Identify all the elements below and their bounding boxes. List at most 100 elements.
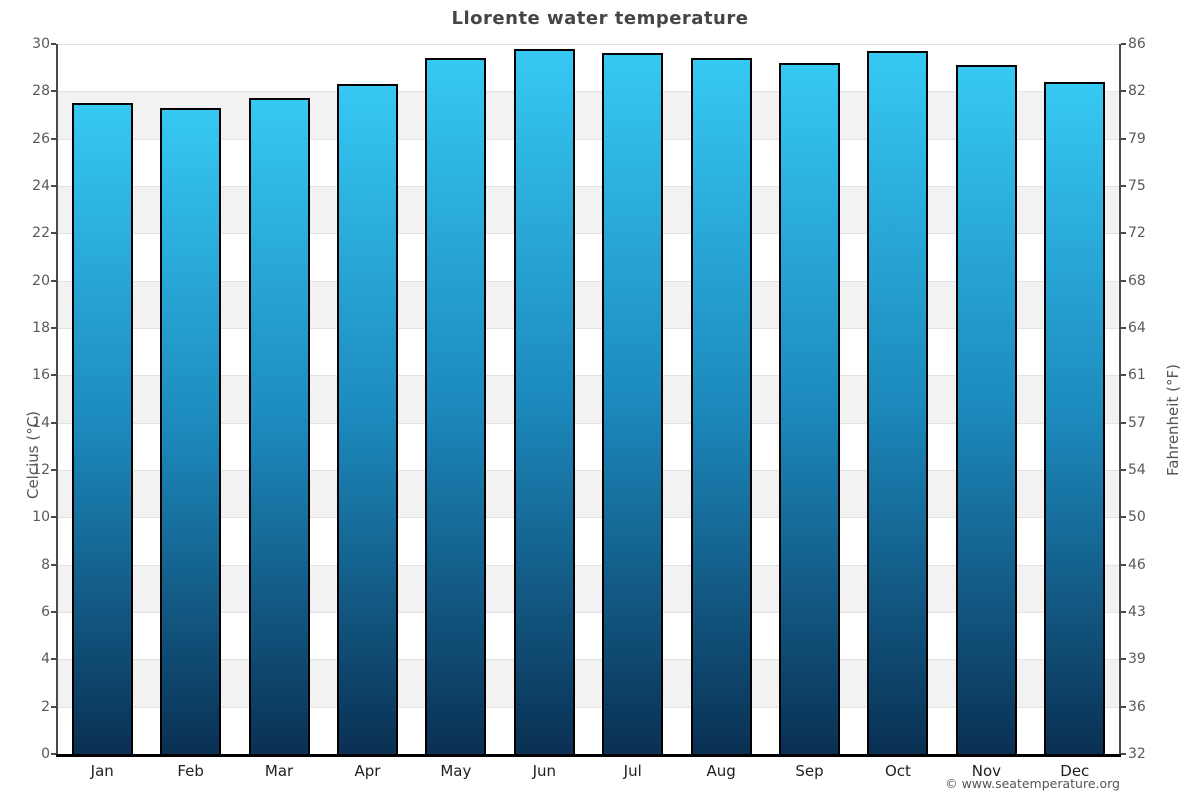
x-tick-label-nov: Nov bbox=[971, 762, 1001, 780]
plot-band bbox=[58, 138, 1119, 186]
tick-right bbox=[1121, 327, 1126, 329]
tick-left bbox=[51, 43, 56, 45]
tick-right bbox=[1121, 658, 1126, 661]
bar-jan[interactable] bbox=[71, 103, 133, 754]
bar-may[interactable] bbox=[425, 58, 487, 754]
plot-band bbox=[58, 422, 1119, 470]
y-tick-celsius: 2 bbox=[41, 698, 50, 715]
y-tick-celsius: 12 bbox=[32, 462, 50, 478]
y-tick-fahrenheit: 79 bbox=[1128, 130, 1146, 147]
tick-right bbox=[1121, 279, 1126, 282]
x-tick-label-jan: Jan bbox=[90, 762, 114, 780]
tick-right bbox=[1121, 232, 1126, 235]
y-tick-celsius: 18 bbox=[32, 320, 50, 336]
y-tick-fahrenheit: 75 bbox=[1128, 178, 1146, 194]
tick-right bbox=[1121, 705, 1126, 708]
tick-right bbox=[1121, 563, 1126, 566]
tick-right bbox=[1121, 43, 1126, 45]
y-tick-fahrenheit: 54 bbox=[1128, 462, 1146, 478]
y-tick-celsius: 20 bbox=[32, 272, 50, 289]
tick-left bbox=[51, 658, 56, 661]
y-tick-celsius: 4 bbox=[41, 651, 50, 668]
y-tick-fahrenheit: 50 bbox=[1128, 509, 1146, 526]
tick-left bbox=[51, 611, 56, 613]
tick-left bbox=[51, 516, 56, 519]
tick-left bbox=[51, 279, 56, 282]
tick-right bbox=[1121, 421, 1126, 424]
y-tick-celsius: 30 bbox=[32, 36, 50, 52]
y-tick-celsius: 22 bbox=[32, 225, 50, 242]
x-tick-label-may: May bbox=[440, 762, 472, 780]
y-tick-celsius: 28 bbox=[32, 83, 50, 100]
bar-dec[interactable] bbox=[1044, 81, 1106, 754]
tick-left bbox=[51, 421, 56, 424]
tick-right bbox=[1121, 374, 1126, 377]
tick-right bbox=[1121, 469, 1126, 471]
plot-band bbox=[58, 706, 1119, 754]
x-tick-label-feb: Feb bbox=[177, 762, 204, 780]
y-tick-fahrenheit: 72 bbox=[1128, 225, 1146, 242]
x-tick-label-jul: Jul bbox=[623, 762, 642, 780]
bar-oct[interactable] bbox=[867, 51, 929, 754]
x-tick-label-sep: Sep bbox=[795, 762, 824, 780]
x-axis-line bbox=[56, 754, 1121, 757]
y-tick-fahrenheit: 57 bbox=[1128, 414, 1146, 431]
copyright-text: © www.seatemperature.org bbox=[945, 776, 1120, 791]
y-tick-fahrenheit: 36 bbox=[1128, 698, 1146, 715]
tick-left bbox=[51, 232, 56, 235]
tick-right bbox=[1121, 137, 1126, 140]
plot-band bbox=[58, 44, 1119, 91]
tick-left bbox=[51, 137, 56, 140]
y-tick-fahrenheit: 68 bbox=[1128, 272, 1146, 289]
plot-band bbox=[58, 470, 1119, 518]
y-axis-line-left bbox=[56, 44, 58, 757]
tick-left bbox=[51, 185, 56, 187]
bar-nov[interactable] bbox=[955, 65, 1017, 754]
y-tick-celsius: 26 bbox=[32, 130, 50, 147]
y-tick-fahrenheit: 86 bbox=[1128, 36, 1146, 52]
y-axis-line-right bbox=[1119, 44, 1121, 757]
y-tick-celsius: 8 bbox=[41, 556, 50, 573]
y-tick-celsius: 0 bbox=[41, 746, 50, 762]
tick-left bbox=[51, 705, 56, 708]
plot-band bbox=[58, 91, 1119, 139]
tick-right bbox=[1121, 516, 1126, 519]
plot-band bbox=[58, 659, 1119, 707]
plot-band bbox=[58, 517, 1119, 564]
plot-band bbox=[58, 233, 1119, 280]
x-tick-label-oct: Oct bbox=[884, 762, 911, 780]
y-tick-celsius: 16 bbox=[32, 367, 50, 384]
tick-left bbox=[51, 563, 56, 566]
plot-band bbox=[58, 186, 1119, 234]
tick-right bbox=[1121, 90, 1126, 93]
y-tick-celsius: 10 bbox=[32, 509, 50, 526]
bar-jul[interactable] bbox=[602, 53, 664, 754]
y-tick-fahrenheit: 61 bbox=[1128, 367, 1146, 384]
tick-left bbox=[51, 327, 56, 329]
bar-mar[interactable] bbox=[248, 98, 310, 754]
bar-jun[interactable] bbox=[513, 48, 575, 754]
tick-right bbox=[1121, 185, 1126, 187]
y-tick-celsius: 14 bbox=[32, 414, 50, 431]
bar-feb[interactable] bbox=[160, 107, 222, 754]
bar-apr[interactable] bbox=[336, 84, 398, 754]
x-tick-label-apr: Apr bbox=[354, 762, 381, 780]
y-tick-fahrenheit: 46 bbox=[1128, 556, 1146, 573]
y-tick-fahrenheit: 82 bbox=[1128, 83, 1146, 100]
tick-left bbox=[51, 753, 56, 755]
y-tick-fahrenheit: 43 bbox=[1128, 604, 1146, 620]
tick-right bbox=[1121, 611, 1126, 613]
plot-band bbox=[58, 564, 1119, 612]
plot-area bbox=[56, 44, 1121, 757]
tick-left bbox=[51, 374, 56, 377]
tick-left bbox=[51, 469, 56, 471]
y-tick-fahrenheit: 32 bbox=[1128, 746, 1146, 762]
bar-aug[interactable] bbox=[690, 58, 752, 754]
tick-left bbox=[51, 90, 56, 93]
x-tick-label-jun: Jun bbox=[532, 762, 556, 780]
tick-right bbox=[1121, 753, 1126, 755]
x-tick-label-dec: Dec bbox=[1060, 762, 1090, 780]
bar-sep[interactable] bbox=[779, 62, 841, 754]
y-tick-fahrenheit: 64 bbox=[1128, 320, 1146, 336]
plot-band bbox=[58, 328, 1119, 375]
